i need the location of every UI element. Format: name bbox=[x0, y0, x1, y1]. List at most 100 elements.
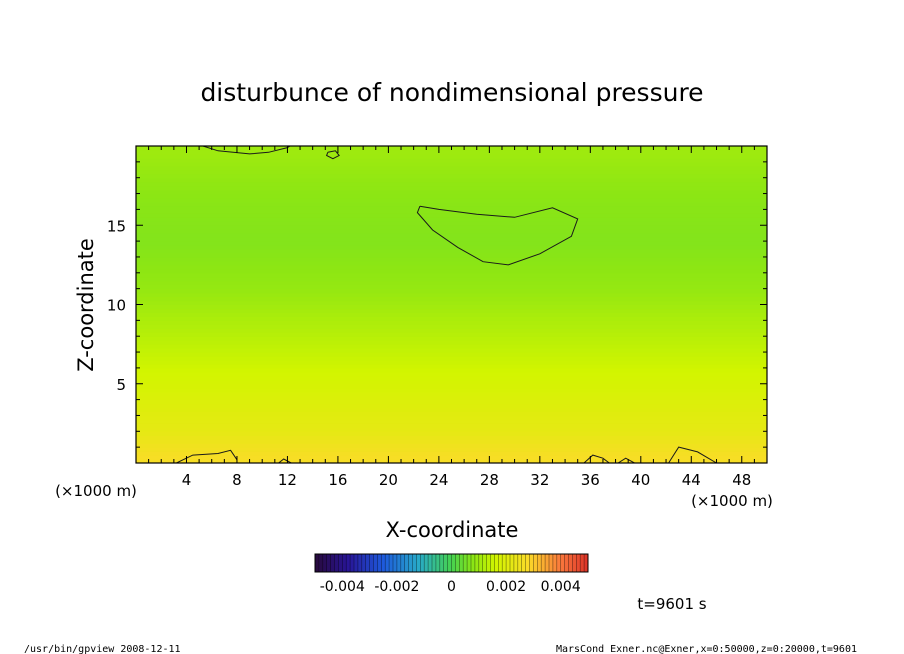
colorbar-cell bbox=[373, 554, 378, 572]
field-band bbox=[136, 157, 767, 163]
colorbar-cell bbox=[408, 554, 413, 572]
colorbar-cell bbox=[576, 554, 581, 572]
field-band bbox=[136, 344, 767, 349]
x-tick-label: 32 bbox=[530, 471, 549, 489]
field-band bbox=[136, 181, 767, 187]
colorbar-cell bbox=[330, 554, 335, 572]
field-band bbox=[136, 233, 767, 238]
colorbar-tick-label: 0 bbox=[447, 579, 456, 595]
footer-left: /usr/bin/gpview 2008-12-11 bbox=[24, 644, 181, 654]
footer-right: MarsCond_Exner.nc@Exner,x=0:50000,z=0:20… bbox=[556, 644, 857, 654]
colorbar-cell bbox=[517, 554, 523, 572]
contour-upper-blob bbox=[416, 205, 579, 266]
contour-bottom-5 bbox=[668, 446, 717, 463]
field-band bbox=[136, 237, 767, 242]
colorbar-cell bbox=[318, 554, 324, 572]
field-band bbox=[136, 399, 767, 405]
colorbar-cell bbox=[471, 554, 476, 572]
colorbar-cell bbox=[467, 554, 472, 572]
field-band bbox=[136, 288, 767, 294]
field-band bbox=[136, 391, 767, 397]
colorbar-cell bbox=[424, 554, 429, 572]
colorbar-cell bbox=[521, 554, 526, 572]
colorbar-cell bbox=[400, 554, 406, 572]
field-band bbox=[136, 356, 767, 361]
colorbar-cell bbox=[432, 554, 437, 572]
colorbar-tick-labels: -0.004 -0.002 0 0.002 0.004 bbox=[320, 579, 581, 595]
field-band bbox=[136, 419, 767, 424]
field-band bbox=[136, 451, 767, 456]
field-band bbox=[136, 340, 767, 345]
colorbar-cell bbox=[338, 554, 343, 572]
field-band bbox=[136, 336, 767, 341]
colorbar-cell bbox=[377, 554, 382, 572]
field-band bbox=[136, 249, 767, 254]
colorbar-cell bbox=[502, 554, 507, 572]
x-axis-label: X-coordinate bbox=[386, 518, 519, 542]
x-tick-label: 36 bbox=[581, 471, 600, 489]
colorbar-cell bbox=[381, 554, 386, 572]
field-band bbox=[136, 225, 767, 230]
colorbar-cell bbox=[393, 554, 398, 572]
colorbar-cell bbox=[494, 554, 499, 572]
field-band bbox=[136, 292, 767, 298]
field-band bbox=[136, 352, 767, 357]
colorbar-cell bbox=[404, 554, 409, 572]
x-tick-label: 48 bbox=[732, 471, 751, 489]
field-band bbox=[136, 439, 767, 444]
field-band bbox=[136, 411, 767, 417]
field-band bbox=[136, 415, 767, 421]
colorbar-cell bbox=[346, 554, 351, 572]
chart-title: disturbunce of nondimensional pressure bbox=[200, 78, 703, 107]
field-band bbox=[136, 173, 767, 179]
field-band bbox=[136, 153, 767, 159]
colorbar-cell bbox=[572, 554, 577, 572]
colorbar-cell bbox=[552, 554, 558, 572]
contour-bottom-3 bbox=[583, 454, 610, 463]
colorbar-cell bbox=[365, 554, 370, 572]
x-tick-label: 28 bbox=[480, 471, 499, 489]
field-band bbox=[136, 395, 767, 401]
colorbar-cell bbox=[447, 554, 452, 572]
x-tick-label: 16 bbox=[328, 471, 347, 489]
colorbar-cell bbox=[459, 554, 464, 572]
colorbar-cell bbox=[396, 554, 402, 572]
field-band bbox=[136, 332, 767, 337]
colorbar-cell bbox=[416, 554, 421, 572]
colorbar-cell bbox=[513, 554, 519, 572]
colorbar-cell bbox=[533, 554, 538, 572]
x-tick-label: 8 bbox=[232, 471, 242, 489]
field-band bbox=[136, 363, 767, 369]
colorbar-tick-label: 0.004 bbox=[541, 579, 581, 595]
colorbar-cell bbox=[478, 554, 484, 572]
field-band bbox=[136, 308, 767, 314]
x-tick-label: 40 bbox=[631, 471, 650, 489]
colorbar-cell bbox=[556, 554, 562, 572]
colorbar-cell bbox=[463, 554, 468, 572]
colorbar-cell bbox=[568, 554, 573, 572]
y-tick-label: 15 bbox=[107, 217, 126, 235]
x-tick-label: 12 bbox=[278, 471, 297, 489]
field-band bbox=[136, 431, 767, 436]
y-tick-label: 10 bbox=[107, 297, 126, 315]
field-band bbox=[136, 229, 767, 234]
x-unit-right: (×1000 m) bbox=[691, 492, 773, 510]
contour-small-top-loop bbox=[325, 150, 340, 160]
field-band bbox=[136, 375, 767, 381]
x-tick-label: 44 bbox=[682, 471, 701, 489]
colorbar-cell bbox=[451, 554, 456, 572]
colorbar-cell bbox=[435, 554, 441, 572]
field-band bbox=[136, 221, 767, 226]
colorbar-tick-label: -0.004 bbox=[320, 579, 365, 595]
colorbar-cell bbox=[412, 554, 417, 572]
colorbar-tick-label: -0.002 bbox=[374, 579, 419, 595]
colorbar-cell bbox=[498, 554, 503, 572]
field-band bbox=[136, 260, 767, 266]
field-band bbox=[136, 280, 767, 286]
field-band bbox=[136, 161, 767, 167]
field-band bbox=[136, 201, 767, 207]
field-band bbox=[136, 193, 767, 199]
field-band bbox=[136, 379, 767, 385]
colorbar-cell bbox=[420, 554, 425, 572]
